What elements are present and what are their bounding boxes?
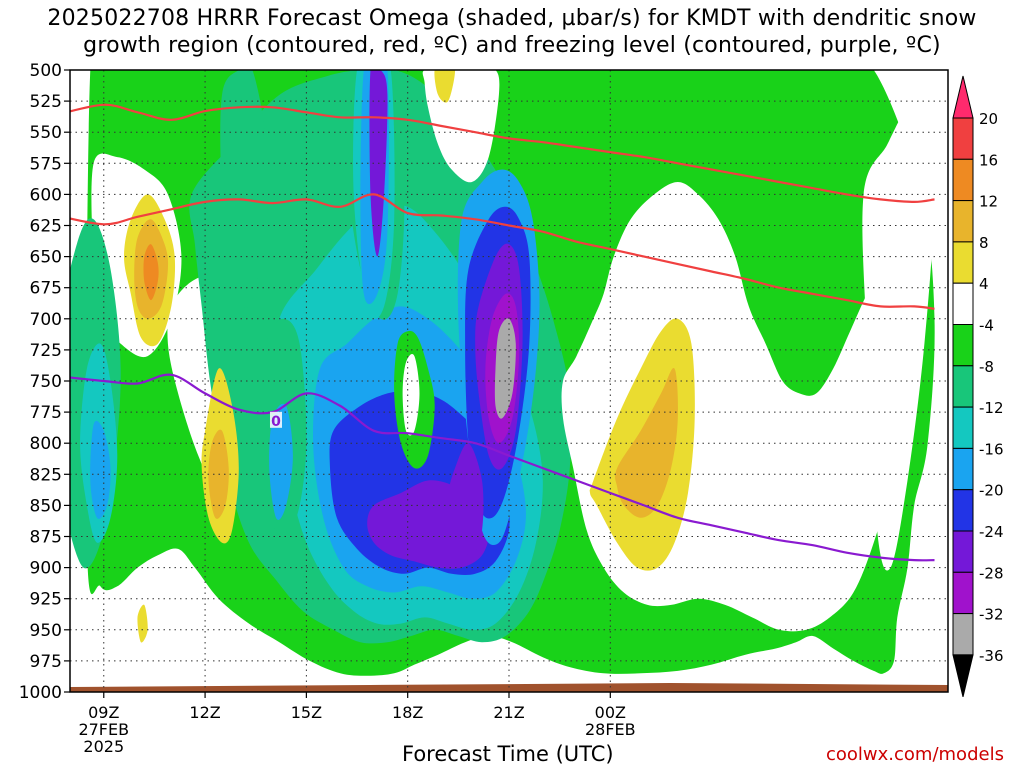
omega-shading xyxy=(70,70,935,676)
y-tick-label: 525 xyxy=(30,92,62,112)
colorbar-swatch xyxy=(952,406,974,449)
colorbar-label: -4 xyxy=(979,317,994,335)
x-tick-label: 09Z xyxy=(88,703,119,722)
omega-region-10 xyxy=(90,420,111,519)
colorbar-swatch xyxy=(952,282,974,326)
colorbar-swatch xyxy=(952,200,974,243)
omega-region-11 xyxy=(220,70,267,308)
omega-region-28 xyxy=(434,70,456,103)
x-tick-label: 18Z xyxy=(392,703,423,722)
omega-region-26 xyxy=(447,443,484,556)
colorbar-label: -8 xyxy=(979,358,994,376)
colorbar-label: -20 xyxy=(979,482,1004,500)
colorbar-label: -24 xyxy=(979,523,1004,541)
colorbar-label: 12 xyxy=(979,193,998,211)
colorbar-swatch xyxy=(952,117,974,160)
x-tick-label: 28FEB xyxy=(585,720,636,739)
y-tick-label: 625 xyxy=(30,217,62,237)
colorbar-bottom-arrow xyxy=(952,654,974,698)
x-tick-label: 12Z xyxy=(189,703,220,722)
y-tick-label: 650 xyxy=(30,248,62,268)
colorbar-swatch xyxy=(952,447,974,491)
omega-region-38 xyxy=(137,604,148,643)
y-tick-label: 875 xyxy=(30,528,62,548)
colorbar-label: -32 xyxy=(979,606,1004,624)
colorbar-swatch xyxy=(952,241,974,284)
contour-line-2 xyxy=(70,373,935,562)
chart-title-line-2: growth region (contoured, red, ºC) and f… xyxy=(83,33,941,58)
colorbar: 20 16 12 8 4 -4 -8 -12 -16 -20 -24 -28 -32 -36 xyxy=(952,75,1004,698)
credit-text: coolwx.com/models xyxy=(826,744,1004,765)
y-tick-label: 675 xyxy=(30,279,62,299)
y-tick-label: 500 xyxy=(30,61,62,81)
x-tick-label: 21Z xyxy=(493,703,524,722)
y-tick-label: 750 xyxy=(30,372,62,392)
omega-region-35 xyxy=(143,244,159,301)
y-tick-label: 700 xyxy=(30,310,62,330)
colorbar-label: 16 xyxy=(979,151,998,169)
y-tick-label: 900 xyxy=(30,559,62,579)
y-tick-label: 950 xyxy=(30,621,62,641)
x-tick-label: 2025 xyxy=(83,737,124,756)
y-tick-label: 725 xyxy=(30,341,62,361)
colorbar-label: -36 xyxy=(979,647,1004,665)
contour-label: 0 xyxy=(271,414,281,430)
colorbar-swatch xyxy=(952,324,974,367)
y-tick-label: 550 xyxy=(30,123,62,143)
grid xyxy=(70,70,948,692)
y-tick-label: 825 xyxy=(30,465,62,485)
omega-region-32 xyxy=(862,89,935,571)
x-tick-label: 15Z xyxy=(291,703,322,722)
colorbar-label: 20 xyxy=(979,110,998,128)
colorbar-label: -12 xyxy=(979,399,1004,417)
colorbar-label: 8 xyxy=(979,234,989,252)
y-tick-label: 575 xyxy=(30,154,62,174)
y-tick-label: 775 xyxy=(30,403,62,423)
contour-label-bg xyxy=(269,411,282,428)
omega-region-25 xyxy=(494,318,516,419)
y-tick-label: 850 xyxy=(30,496,62,516)
x-axis-label: Forecast Time (UTC) xyxy=(402,742,614,766)
colorbar-swatch xyxy=(952,571,974,615)
colorbar-label: -16 xyxy=(979,440,1004,458)
y-tick-label: 800 xyxy=(30,434,62,454)
plot-area: 0 xyxy=(69,69,949,693)
contour-line-1 xyxy=(70,193,935,310)
y-axis: 500 525 550 575 600 625 650 675 700 725 750 775 800 8… xyxy=(19,61,70,703)
y-tick-label: 600 xyxy=(30,185,62,205)
colorbar-label: 4 xyxy=(979,275,989,293)
colorbar-swatch xyxy=(952,530,974,573)
y-tick-label: 1000 xyxy=(19,683,62,703)
colorbar-swatch xyxy=(952,489,974,532)
colorbar-swatch xyxy=(952,613,974,656)
colorbar-label: -28 xyxy=(979,564,1004,582)
omega-region-31 xyxy=(615,367,678,518)
y-tick-label: 975 xyxy=(30,652,62,672)
omega-region-13 xyxy=(269,403,293,520)
colorbar-swatch xyxy=(952,365,974,408)
omega-region-20 xyxy=(402,353,420,436)
x-tick-label: 00Z xyxy=(595,703,626,722)
contour-line-0 xyxy=(70,103,935,204)
x-tick-label: 27FEB xyxy=(78,720,129,739)
contour-lines: 0 xyxy=(70,103,935,562)
y-tick-label: 925 xyxy=(30,590,62,610)
colorbar-swatch xyxy=(952,158,974,202)
chart-title-line-1: 2025022708 HRRR Forecast Omega (shaded, … xyxy=(47,6,977,31)
